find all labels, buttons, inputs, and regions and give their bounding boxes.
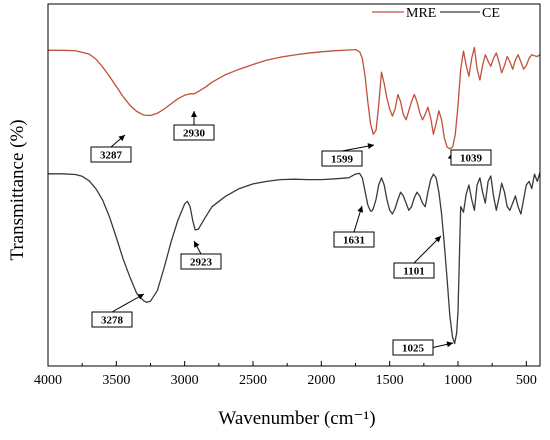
annotation-label-3278: 3278 [101, 315, 124, 327]
annotation-arrowhead-2930 [191, 111, 197, 117]
annotation-label-2923: 2923 [190, 257, 213, 269]
annotation-box-1101 [393, 262, 435, 279]
x-tick-label-1000: 1000 [444, 373, 472, 388]
series-line-ce [48, 172, 541, 345]
y-axis-label: Transmittance (%) [7, 119, 28, 260]
annotation-label-1631: 1631 [343, 235, 365, 247]
annotation-box-3287 [90, 146, 132, 163]
annotation-arrowhead-1631 [357, 206, 364, 213]
annotation-arrowhead-2923 [194, 241, 200, 248]
plot-area: 4000 3500 3000 2500 2000 1500 1000 500 3287 2930 1… [34, 3, 541, 388]
x-tick-label-3000: 3000 [171, 373, 199, 388]
annotation-leader-3278 [111, 293, 145, 313]
annotation-box-1631 [333, 231, 375, 248]
annotation-label-3287: 3287 [100, 150, 123, 162]
annotation-box-2930 [173, 124, 215, 141]
annotation-arrowhead-1101 [434, 236, 441, 243]
annotation-leader-1101 [413, 235, 442, 264]
annotation-arrowhead-3287 [118, 135, 125, 142]
x-tick-label-500: 500 [516, 373, 537, 388]
annotation-box-1039 [450, 149, 492, 166]
annotation-label-1025: 1025 [402, 343, 425, 355]
x-tick-label-1500: 1500 [376, 373, 404, 388]
annotation-arrowhead-1599 [367, 143, 374, 150]
annotation-box-1599 [321, 150, 363, 167]
legend-label-mre: MRE [406, 6, 436, 21]
x-axis-label: Wavenumber (cm⁻¹) [218, 408, 375, 429]
series-line-mre [48, 46, 541, 150]
annotation-label-1599: 1599 [331, 154, 354, 166]
x-tick-label-4000: 4000 [34, 373, 62, 388]
annotation-box-1025 [392, 339, 434, 356]
annotation-box-2923 [180, 253, 222, 270]
x-tick-label-2000: 2000 [307, 373, 335, 388]
legend: MRE CE [372, 6, 500, 21]
annotation-label-1039: 1039 [460, 153, 483, 165]
annotation-box-3278 [91, 311, 133, 328]
x-tick-label-2500: 2500 [239, 373, 267, 388]
annotation-arrowhead-3278 [137, 294, 144, 300]
x-tick-label-3500: 3500 [102, 373, 130, 388]
plot-frame [47, 3, 541, 367]
annotation-label-2930: 2930 [183, 128, 206, 140]
legend-label-ce: CE [482, 6, 500, 21]
annotation-label-1101: 1101 [403, 266, 424, 278]
annotation-arrowhead-1025 [446, 341, 453, 348]
